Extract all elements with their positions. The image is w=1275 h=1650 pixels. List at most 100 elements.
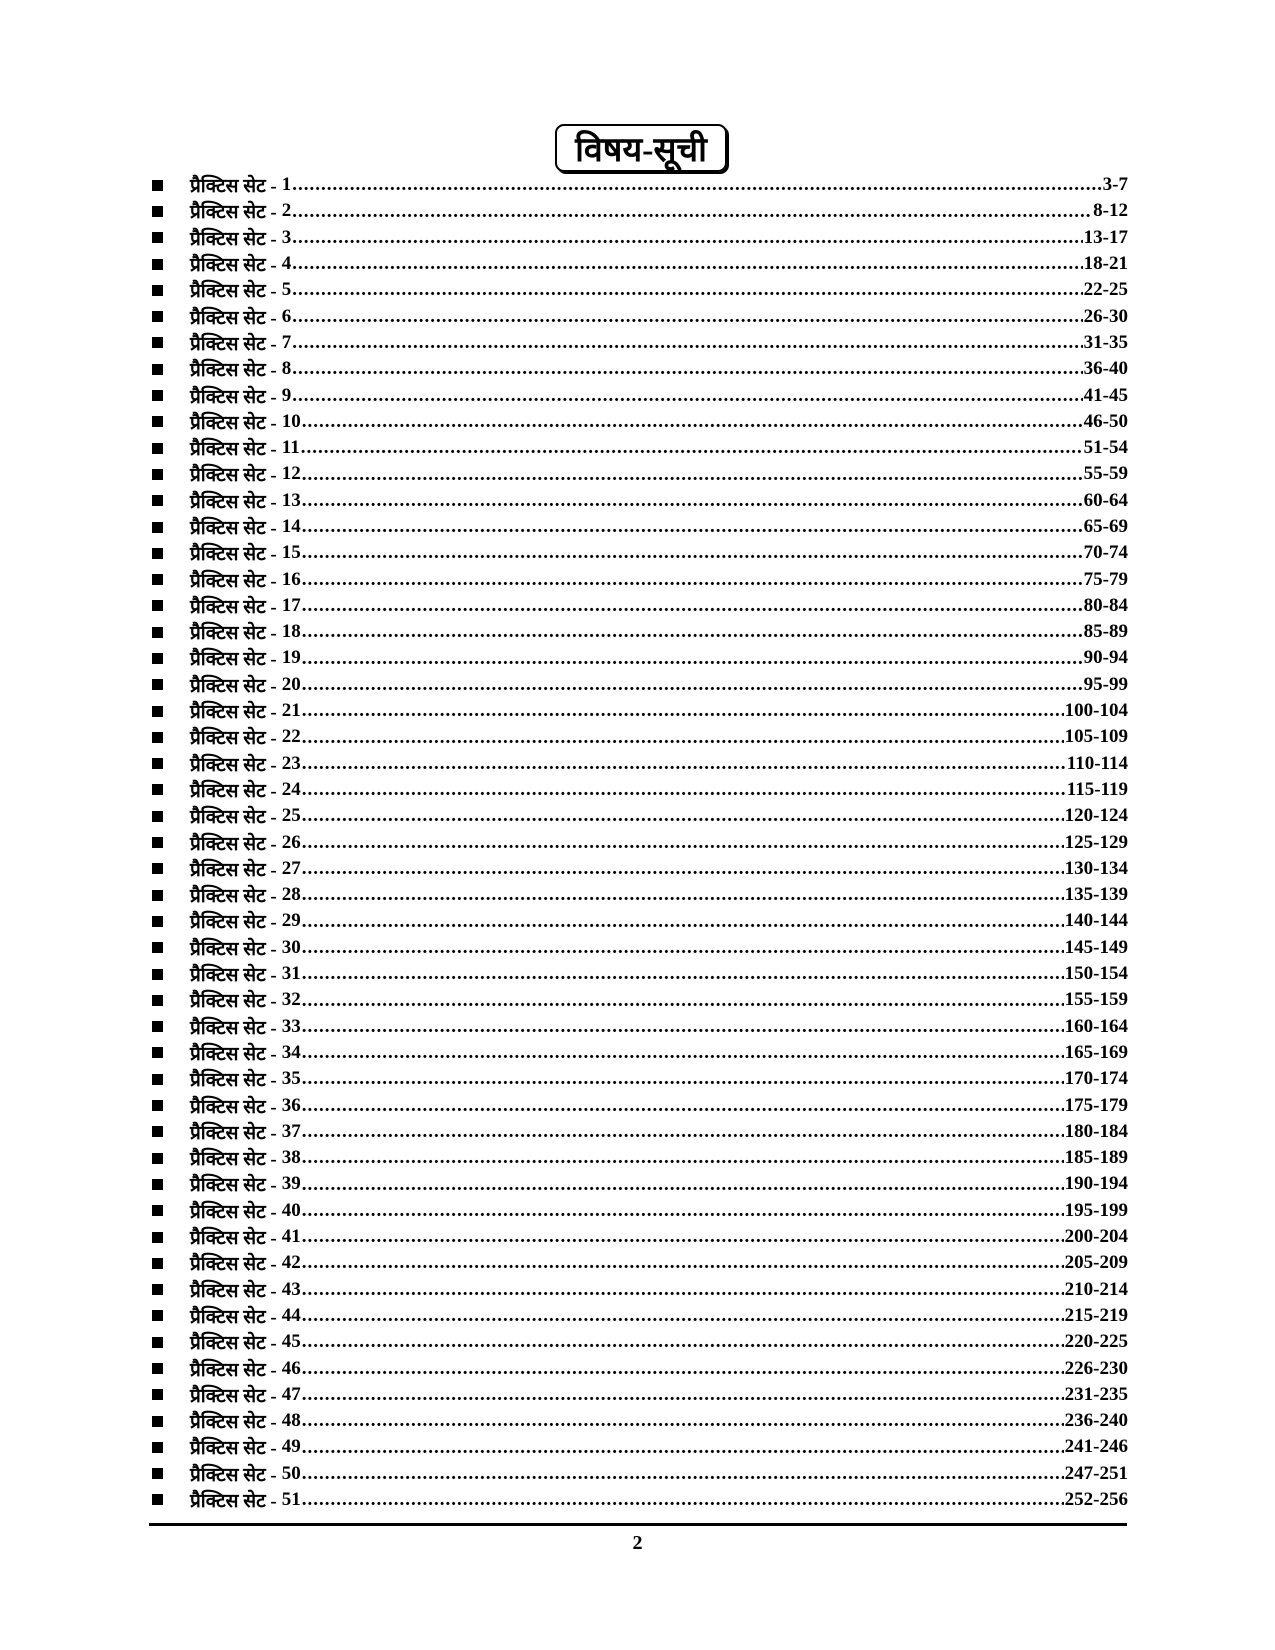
toc-entry[interactable]: प्रैक्टिस सेट -34 165-169	[150, 1040, 1128, 1066]
square-bullet-icon	[152, 942, 163, 954]
toc-entry[interactable]: प्रैक्टिस सेट -21 100-104	[150, 698, 1128, 724]
toc-entry[interactable]: प्रैक्टिस सेट -3 13-17	[150, 225, 1128, 251]
toc-entry[interactable]: प्रैक्टिस सेट -26 125-129	[150, 829, 1128, 855]
entry-label: प्रैक्टिस सेट -	[190, 1306, 277, 1328]
dot-leader	[302, 780, 1066, 803]
toc-entry[interactable]: प्रैक्टिस सेट -5 22-25	[150, 277, 1128, 303]
square-bullet-icon	[152, 205, 163, 217]
toc-entry[interactable]: प्रैक्टिस सेट -37 180-184	[150, 1119, 1128, 1145]
toc-entry[interactable]: प्रैक्टिस सेट -6 26-30	[150, 303, 1128, 329]
toc-entry[interactable]: प्रैक्टिस सेट -16 75-79	[150, 566, 1128, 592]
entry-pages: 205-209	[1064, 1252, 1128, 1274]
dot-leader	[302, 517, 1083, 540]
toc-entry[interactable]: प्रैक्टिस सेट -32 155-159	[150, 987, 1128, 1013]
toc-entry[interactable]: प्रैक्टिस सेट -13 60-64	[150, 488, 1128, 514]
entry-label: प्रैक्टिस सेट -	[190, 1359, 277, 1381]
entry-label: प्रैक्टिस सेट -	[190, 965, 277, 987]
entry-pages: 145-149	[1064, 936, 1128, 958]
dot-leader	[292, 254, 1082, 277]
toc-entry[interactable]: प्रैक्टिस सेट -20 95-99	[150, 672, 1128, 698]
square-bullet-icon	[152, 652, 163, 664]
dot-leader	[302, 806, 1064, 829]
square-bullet-icon	[152, 416, 163, 428]
toc-entry[interactable]: प्रैक्टिस सेट -14 65-69	[150, 514, 1128, 540]
entry-label: प्रैक्टिस सेट -	[190, 728, 277, 750]
square-bullet-icon	[152, 1231, 163, 1243]
dot-leader	[301, 438, 1083, 461]
entry-pages: 195-199	[1064, 1199, 1128, 1221]
toc-entry[interactable]: प्रैक्टिस सेट -19 90-94	[150, 645, 1128, 671]
toc-entry[interactable]: प्रैक्टिस सेट -10 46-50	[150, 409, 1128, 435]
entry-label: प्रैक्टिस सेट -	[190, 1017, 277, 1039]
toc-entry[interactable]: प्रैक्टिस सेट -40 195-199	[150, 1198, 1128, 1224]
entry-label: प्रैक्टिस सेट -	[190, 859, 277, 881]
square-bullet-icon	[152, 784, 163, 796]
dot-leader	[292, 175, 1101, 198]
toc-entry[interactable]: प्रैक्टिस सेट -1 3-7	[150, 172, 1128, 198]
entry-set-number: 37	[281, 1120, 301, 1142]
square-bullet-icon	[152, 1126, 163, 1138]
entry-set-number: 39	[281, 1173, 301, 1195]
entry-label: प्रैक्टिस सेट -	[190, 1201, 277, 1223]
toc-entry[interactable]: प्रैक्टिस सेट -43 210-214	[150, 1276, 1128, 1302]
toc-entry[interactable]: प्रैक्टिस सेट -8 36-40	[150, 356, 1128, 382]
toc-entry[interactable]: प्रैक्टिस सेट -23 110-114	[150, 751, 1128, 777]
toc-entry[interactable]: प्रैक्टिस सेट -33 160-164	[150, 1014, 1128, 1040]
entry-label: प्रैक्टिस सेट -	[190, 675, 277, 697]
entry-pages: 100-104	[1064, 700, 1128, 722]
entry-pages: 18-21	[1083, 253, 1128, 275]
toc-entry[interactable]: प्रैक्टिस सेट -41 200-204	[150, 1224, 1128, 1250]
dot-leader	[302, 675, 1083, 698]
toc-entry[interactable]: प्रैक्टिस सेट -50 247-251	[150, 1461, 1128, 1487]
toc-entry[interactable]: प्रैक्टिस सेट -38 185-189	[150, 1145, 1128, 1171]
entry-pages: 210-214	[1064, 1278, 1128, 1300]
entry-set-number: 25	[281, 805, 301, 827]
toc-entry[interactable]: प्रैक्टिस सेट -48 236-240	[150, 1408, 1128, 1434]
toc-entry[interactable]: प्रैक्टिस सेट -18 85-89	[150, 619, 1128, 645]
dot-leader	[302, 938, 1064, 961]
toc-entry[interactable]: प्रैक्टिस सेट -11 51-54	[150, 435, 1128, 461]
entry-pages: 200-204	[1064, 1226, 1128, 1248]
entry-label: प्रैक्टिस सेट -	[190, 702, 277, 724]
toc-entry[interactable]: प्रैक्टिस सेट -39 190-194	[150, 1171, 1128, 1197]
toc-entry[interactable]: प्रैक्टिस सेट -30 145-149	[150, 935, 1128, 961]
entry-set-number: 14	[281, 516, 301, 537]
toc-entry[interactable]: प्रैक्टिस सेट -12 55-59	[150, 461, 1128, 487]
toc-entry[interactable]: प्रैक्टिस सेट -28 135-139	[150, 882, 1128, 908]
square-bullet-icon	[152, 1310, 163, 1322]
toc-entry[interactable]: प्रैक्टिस सेट -4 18-21	[150, 251, 1128, 277]
entry-label: प्रैक्टिस सेट -	[190, 780, 277, 802]
toc-entry[interactable]: प्रैक्टिस सेट -9 41-45	[150, 382, 1128, 408]
entry-label: प्रैक्टिस सेट -	[190, 1149, 277, 1171]
toc-entry[interactable]: प्रैक्टिस सेट -17 80-84	[150, 593, 1128, 619]
entry-set-number: 44	[281, 1304, 301, 1326]
entry-label: प्रैक्टिस सेट -	[190, 255, 277, 277]
toc-entry[interactable]: प्रैक्टिस सेट -44 215-219	[150, 1303, 1128, 1329]
toc-entry[interactable]: प्रैक्टिस सेट -2 8-12	[150, 198, 1128, 224]
toc-entry[interactable]: प्रैक्टिस सेट -45 220-225	[150, 1329, 1128, 1355]
toc-entry[interactable]: प्रैक्टिस सेट -29 140-144	[150, 908, 1128, 934]
toc-entry[interactable]: प्रैक्टिस सेट -47 231-235	[150, 1382, 1128, 1408]
toc-entry[interactable]: प्रैक्टिस सेट -51 252-256	[150, 1487, 1128, 1513]
toc-entry[interactable]: प्रैक्टिस सेट -22 105-109	[150, 724, 1128, 750]
toc-entry[interactable]: प्रैक्टिस सेट -27 130-134	[150, 856, 1128, 882]
entry-set-number: 2	[281, 200, 292, 222]
dot-leader	[302, 1464, 1064, 1487]
entry-label: प्रैक्टिस सेट -	[190, 1464, 277, 1486]
square-bullet-icon	[152, 837, 163, 849]
toc-entry[interactable]: प्रैक्टिस सेट -35 170-174	[150, 1066, 1128, 1092]
entry-set-number: 34	[281, 1041, 301, 1063]
toc-entry[interactable]: प्रैक्टिस सेट -42 205-209	[150, 1250, 1128, 1276]
toc-entry[interactable]: प्रैक्टिस सेट -7 31-35	[150, 330, 1128, 356]
toc-entry[interactable]: प्रैक्टिस सेट -25 120-124	[150, 803, 1128, 829]
page-number: 2	[632, 1532, 643, 1554]
toc-entry[interactable]: प्रैक्टिस सेट -49 241-246	[150, 1434, 1128, 1460]
toc-entry[interactable]: प्रैक्टिस सेट -15 70-74	[150, 540, 1128, 566]
square-bullet-icon	[152, 915, 163, 927]
square-bullet-icon	[152, 521, 163, 533]
toc-entry[interactable]: प्रैक्टिस सेट -31 150-154	[150, 961, 1128, 987]
toc-entry[interactable]: प्रैक्टिस सेट -46 226-230	[150, 1355, 1128, 1381]
dot-leader	[302, 1280, 1064, 1303]
toc-entry[interactable]: प्रैक्टिस सेट -36 175-179	[150, 1092, 1128, 1118]
toc-entry[interactable]: प्रैक्टिस सेट -24 115-119	[150, 777, 1128, 803]
